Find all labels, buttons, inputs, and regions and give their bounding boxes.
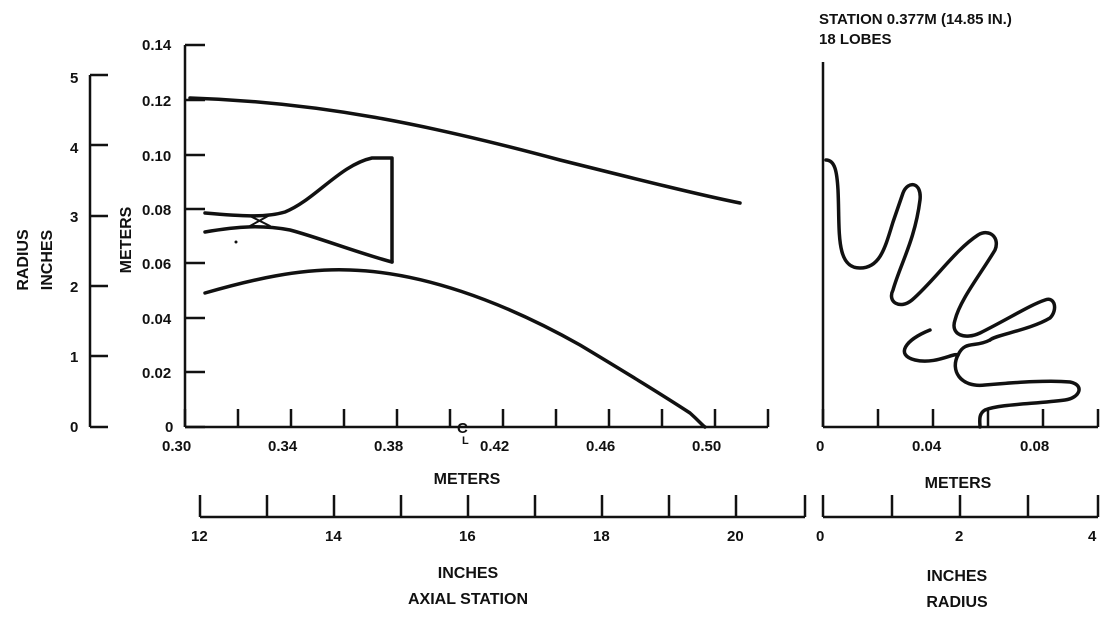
cross-meter-tick-0.04: 0.04 xyxy=(912,438,942,455)
axial-meter-tick-0.50: 0.50 xyxy=(692,438,721,455)
cross-inch-tick-4: 4 xyxy=(1088,528,1097,545)
left-axis-title-radius: RADIUS xyxy=(15,229,32,291)
radius-inch-tick-1: 1 xyxy=(70,349,78,366)
radius-meter-tick-0.12: 0.12 xyxy=(142,93,171,110)
radius-meter-tick-0.10: 0.10 xyxy=(142,148,171,165)
crossing-mark xyxy=(249,215,271,227)
radius-inch-tick-2: 2 xyxy=(70,279,78,296)
radius-inch-tick-4: 4 xyxy=(70,140,79,157)
cross-inches-axis: 0 2 4 xyxy=(816,495,1100,545)
axial-inch-tick-16: 16 xyxy=(459,528,476,545)
cross-inches-title: INCHES xyxy=(927,568,988,585)
radius-meter-tick-0: 0 xyxy=(165,419,173,436)
nozzle-profile xyxy=(188,96,742,429)
lobe-cross-section-inner xyxy=(902,328,960,363)
axial-inch-tick-14: 14 xyxy=(325,528,342,545)
outer-shroud-curve xyxy=(188,96,742,205)
radius-meter-tick-0.08: 0.08 xyxy=(142,202,171,219)
axial-inch-tick-20: 20 xyxy=(727,528,744,545)
axial-meter-tick-0.34: 0.34 xyxy=(268,438,298,455)
cross-section-panel: 0 0.04 0.08 METERS xyxy=(816,62,1100,492)
axial-meter-tick-0.46: 0.46 xyxy=(586,438,615,455)
axial-inches-title: INCHES xyxy=(438,565,499,582)
radius-inches-axis: 5 4 3 2 1 0 xyxy=(70,70,108,436)
axial-inch-tick-18: 18 xyxy=(593,528,610,545)
axial-meter-tick-0.38: 0.38 xyxy=(374,438,403,455)
radius-inch-tick-3: 3 xyxy=(70,209,78,226)
cross-meter-tick-0: 0 xyxy=(816,438,824,455)
left-axis-title-inches: INCHES xyxy=(39,229,56,290)
lobes-label: 18 LOBES xyxy=(819,31,892,48)
cross-radius-title: RADIUS xyxy=(926,594,988,611)
radius-meter-tick-0.06: 0.06 xyxy=(142,256,171,273)
lobe-inner-contour xyxy=(203,225,394,264)
axial-meter-tick-0.42: 0.42 xyxy=(480,438,509,455)
axial-meters-axis: 0.30 0.34 0.38 0.42 0.46 0.50 xyxy=(162,409,770,455)
lobe-outer-contour xyxy=(203,156,394,264)
axial-inch-tick-12: 12 xyxy=(191,528,208,545)
cross-meters-title: METERS xyxy=(925,475,992,492)
centerline-symbol: C xyxy=(457,420,468,437)
lobe-cross-section-lower xyxy=(953,338,1081,429)
axial-meters-title: METERS xyxy=(434,471,501,488)
axial-meter-tick-0.30: 0.30 xyxy=(162,438,191,455)
centerline-subscript: L xyxy=(462,435,469,447)
radius-inch-tick-5: 5 xyxy=(70,70,78,87)
centerbody-plug-curve xyxy=(203,268,707,429)
radius-meters-axis: 0.14 0.12 0.10 0.08 0.06 0.04 0.02 0 xyxy=(142,37,205,436)
radius-meter-tick-0.04: 0.04 xyxy=(142,311,172,328)
lobe-cross-section-contour xyxy=(824,158,1057,342)
axial-inches-axis: 12 14 16 18 20 xyxy=(191,495,807,545)
axial-station-title: AXIAL STATION xyxy=(408,591,528,608)
meters-axis-title: METERS xyxy=(118,206,135,273)
cross-inch-tick-0: 0 xyxy=(816,528,824,545)
radius-inch-tick-0: 0 xyxy=(70,419,78,436)
station-label: STATION 0.377M (14.85 IN.) xyxy=(819,11,1012,28)
ink-dot xyxy=(234,240,238,244)
cross-inch-tick-2: 2 xyxy=(955,528,963,545)
cross-meter-tick-0.08: 0.08 xyxy=(1020,438,1049,455)
radius-meter-tick-0.02: 0.02 xyxy=(142,365,171,382)
radius-meter-tick-0.14: 0.14 xyxy=(142,37,172,54)
